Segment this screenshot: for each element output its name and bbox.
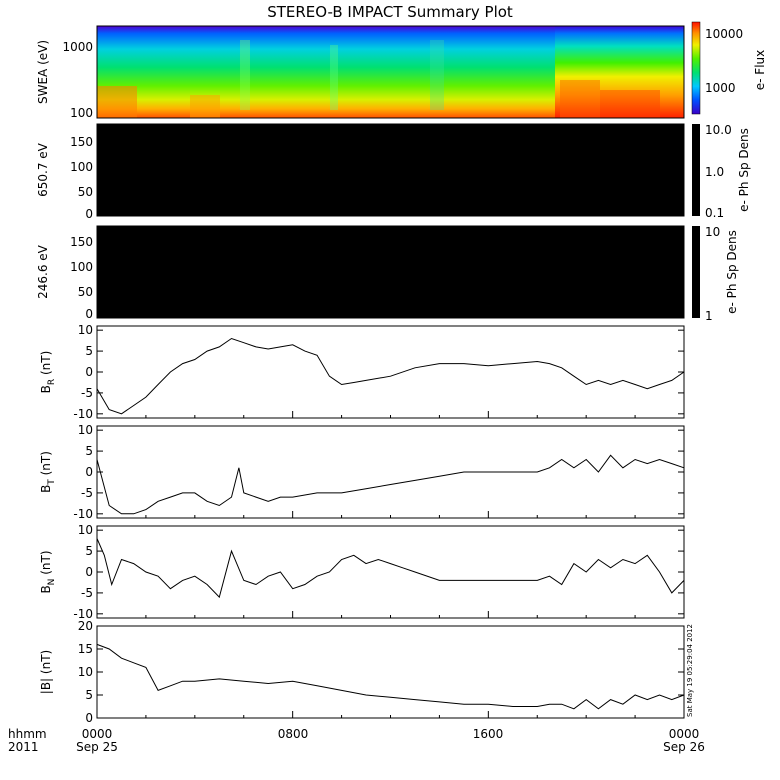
pad650-cbar-tick-1: 1.0: [705, 165, 724, 179]
br-ytick-label-4: 10: [78, 323, 93, 337]
pad246-ytick-150: 150: [70, 235, 93, 249]
generation-timestamp: Sat May 19 05:29:04 2012: [686, 624, 694, 717]
x-date-label-end: Sep 26: [663, 740, 705, 754]
x-date-label-start: Sep 25: [76, 740, 118, 754]
bt-ytick-label-1: -5: [81, 486, 93, 500]
br-ylabel: BR (nT): [39, 351, 57, 394]
swea-cbar-label: e- Flux: [753, 50, 767, 90]
swea-ytick-100: 100: [70, 106, 93, 120]
x-tick-label-0000-start: 0000: [82, 727, 113, 741]
bn-ytick-label-1: -5: [81, 586, 93, 600]
bt-ylabel: BT (nT): [39, 451, 57, 493]
bt-ytick-label-0: -10: [73, 507, 93, 521]
swea-heatmap: [97, 26, 684, 118]
x-tick-label-1600: 1600: [473, 727, 504, 741]
bn-ytick-label-2: 0: [85, 565, 93, 579]
pad246-ytick-50: 50: [78, 285, 93, 299]
br-ytick-label-2: 0: [85, 365, 93, 379]
bmag-ytick-label-2: 10: [78, 665, 93, 679]
bmag-ytick-label-3: 15: [78, 642, 93, 656]
swea-ylabel: SWEA (eV): [36, 40, 50, 104]
bt-ytick-label-2: 0: [85, 465, 93, 479]
pad246-cbar-tick-10: 10: [705, 225, 720, 239]
bmag-frame: [96, 625, 685, 719]
bmag-ytick-label-4: 20: [78, 619, 93, 633]
bmag-panel: 0 5 10 15 20 |B| (nT): [39, 619, 685, 725]
swea-ytick-1000: 1000: [62, 40, 93, 54]
bn-ytick-label-4: 10: [78, 523, 93, 537]
swea-colorbar: 10000 1000 e- Flux: [691, 21, 767, 115]
pad650-cbar-label: e- Ph Sp Dens: [737, 128, 751, 212]
pad246-ytick-0: 0: [85, 307, 93, 321]
pad246-cbar-tick-1: 1: [705, 309, 713, 323]
pad650-ytick-100: 100: [70, 160, 93, 174]
pad246-ytick-100: 100: [70, 260, 93, 274]
bmag-ytick-label-0: 0: [85, 711, 93, 725]
bt-ytick-label-4: 10: [78, 423, 93, 437]
x-row-label-year: 2011: [8, 740, 39, 754]
swea-panel: SWEA (eV) 100 1000 10000 1000 e- Flux: [36, 21, 767, 120]
bn-series-line: [96, 538, 685, 599]
pad246-heatmap: [96, 225, 685, 319]
pad246-colorbar: 10 1 e- Ph Sp Dens: [692, 225, 739, 323]
bn-frame: [96, 525, 685, 619]
pad650-ylabel: 650.7 eV: [36, 142, 50, 197]
bn-panel: -10 -5 0 5 10 BN (nT): [39, 523, 685, 621]
pad650-cbar-tick-01: 0.1: [705, 206, 724, 220]
pad650-ytick-50: 50: [78, 185, 93, 199]
br-frame: [96, 325, 685, 419]
br-series-line: [96, 337, 685, 415]
swea-cbar-tick-1000: 1000: [705, 81, 736, 95]
pad650-colorbar: 10.0 1.0 0.1 e- Ph Sp Dens: [692, 123, 751, 220]
bmag-ytick-label-1: 5: [85, 688, 93, 702]
bt-panel: -10 -5 0 5 10 BT (nT): [39, 423, 685, 521]
bn-ytick-label-3: 5: [85, 544, 93, 558]
pad650-cbar-tick-10: 10.0: [705, 123, 732, 137]
br-ytick-label-0: -10: [73, 407, 93, 421]
pad650-ytick-150: 150: [70, 135, 93, 149]
bt-series-line: [96, 454, 685, 515]
swea-cbar-tick-10000: 10000: [705, 27, 743, 41]
x-row-label-hhmm: hhmm: [8, 727, 47, 741]
bn-ylabel: BN (nT): [39, 550, 57, 593]
x-tick-label-0800: 0800: [278, 727, 309, 741]
pad650-heatmap: [96, 123, 685, 217]
bn-ytick-label-0: -10: [73, 607, 93, 621]
magnetic-field-panels: -10 -5 0 5 10 BR (nT) -10 -5 0 5 10 BT (nT) -10 -5 0 5 1…: [39, 323, 685, 725]
bt-ytick-label-3: 5: [85, 444, 93, 458]
br-panel: -10 -5 0 5 10 BR (nT): [39, 323, 685, 421]
figure-title: STEREO-B IMPACT Summary Plot: [267, 3, 513, 21]
pad650-ytick-0: 0: [85, 207, 93, 221]
x-axis-labels: hhmm 2011 0000 0800 1600 0000 Sep 25 Sep…: [8, 727, 705, 754]
bt-frame: [96, 425, 685, 519]
br-ytick-label-3: 5: [85, 344, 93, 358]
pad246-ylabel: 246.6 eV: [36, 244, 50, 299]
bmag-ylabel: |B| (nT): [39, 650, 53, 694]
pad246-panel: 246.6 eV 0 50 100 150 10 1 e- Ph Sp Dens: [36, 225, 739, 323]
x-tick-label-0000-end: 0000: [669, 727, 700, 741]
pad246-cbar-label: e- Ph Sp Dens: [725, 230, 739, 314]
br-ytick-label-1: -5: [81, 386, 93, 400]
pad650-panel: 650.7 eV 0 50 100 150 10.0 1.0 0.1 e- Ph…: [36, 123, 751, 221]
bmag-series-line: [96, 643, 685, 710]
